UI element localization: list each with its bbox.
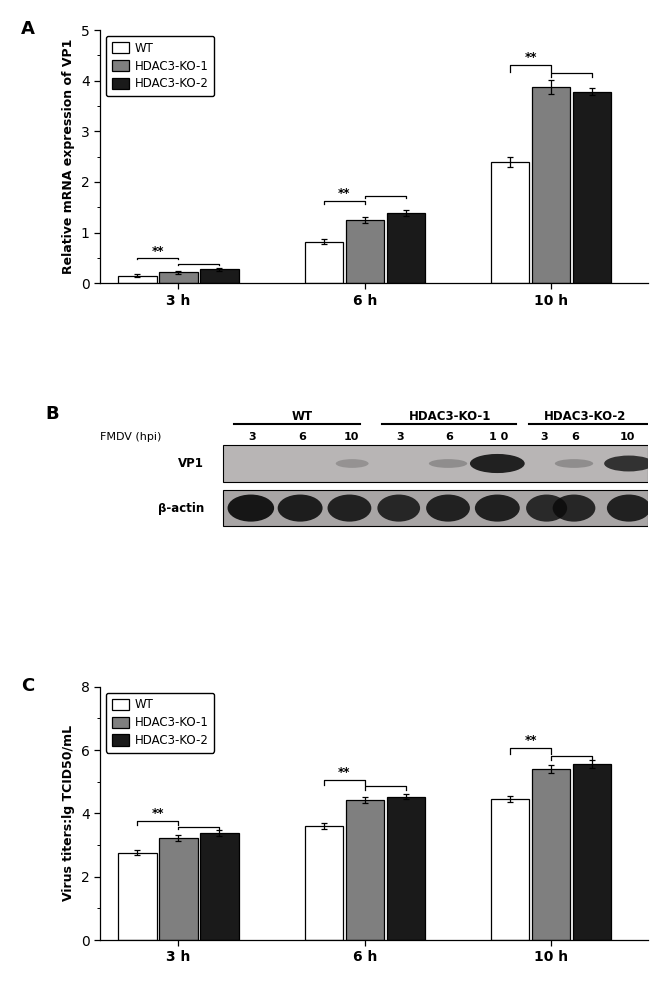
Ellipse shape: [526, 495, 567, 522]
Ellipse shape: [429, 459, 467, 468]
Text: 6: 6: [572, 432, 580, 442]
Text: FMDV (hpi): FMDV (hpi): [100, 432, 162, 442]
Text: HDAC3-KO-1: HDAC3-KO-1: [409, 410, 491, 423]
Text: 6: 6: [298, 432, 306, 442]
Text: **: **: [524, 734, 537, 747]
Text: C: C: [21, 677, 34, 695]
Text: B: B: [45, 405, 59, 423]
Bar: [118, 853, 156, 940]
Legend: WT, HDAC3-KO-1, HDAC3-KO-2: WT, HDAC3-KO-1, HDAC3-KO-2: [106, 693, 214, 753]
Ellipse shape: [228, 495, 274, 522]
Bar: [573, 764, 611, 940]
Bar: [305, 242, 343, 283]
Bar: [160, 838, 198, 940]
Text: 1 0: 1 0: [490, 432, 508, 442]
Bar: [387, 797, 425, 940]
Bar: [200, 833, 238, 940]
Text: **: **: [152, 245, 164, 258]
Ellipse shape: [555, 459, 593, 468]
Text: **: **: [338, 766, 351, 779]
Text: **: **: [524, 51, 537, 64]
Ellipse shape: [475, 495, 520, 522]
Text: 6: 6: [446, 432, 454, 442]
Bar: [305, 826, 343, 940]
Text: VP1: VP1: [178, 457, 204, 470]
Bar: [491, 162, 529, 283]
Text: 10: 10: [343, 432, 359, 442]
Text: 3: 3: [248, 432, 257, 442]
Ellipse shape: [426, 495, 470, 522]
Text: **: **: [338, 187, 351, 200]
Text: HDAC3-KO-2: HDAC3-KO-2: [544, 410, 627, 423]
Bar: [118, 276, 156, 283]
Text: 3: 3: [540, 432, 548, 442]
Text: **: **: [152, 807, 164, 820]
Bar: [573, 92, 611, 283]
Bar: [200, 269, 238, 283]
FancyBboxPatch shape: [223, 445, 648, 482]
Ellipse shape: [552, 495, 595, 522]
Bar: [532, 769, 570, 940]
Text: A: A: [21, 20, 35, 38]
Ellipse shape: [336, 459, 369, 468]
Bar: [532, 87, 570, 283]
Text: WT: WT: [291, 410, 313, 423]
Ellipse shape: [470, 454, 525, 473]
Bar: [346, 800, 384, 940]
Text: 10: 10: [619, 432, 635, 442]
Ellipse shape: [607, 495, 651, 522]
Ellipse shape: [278, 495, 323, 522]
Y-axis label: Relative mRNA expression of VP1: Relative mRNA expression of VP1: [62, 39, 75, 274]
Bar: [387, 213, 425, 283]
Legend: WT, HDAC3-KO-1, HDAC3-KO-2: WT, HDAC3-KO-1, HDAC3-KO-2: [106, 36, 214, 96]
Bar: [160, 272, 198, 283]
Text: 3: 3: [397, 432, 404, 442]
Bar: [491, 799, 529, 940]
Ellipse shape: [604, 456, 653, 471]
Y-axis label: Virus titers:lg TCID50/mL: Virus titers:lg TCID50/mL: [62, 725, 75, 901]
Ellipse shape: [327, 495, 371, 522]
Ellipse shape: [377, 495, 420, 522]
Bar: [346, 220, 384, 283]
FancyBboxPatch shape: [223, 490, 648, 526]
Text: β-actin: β-actin: [158, 502, 204, 515]
